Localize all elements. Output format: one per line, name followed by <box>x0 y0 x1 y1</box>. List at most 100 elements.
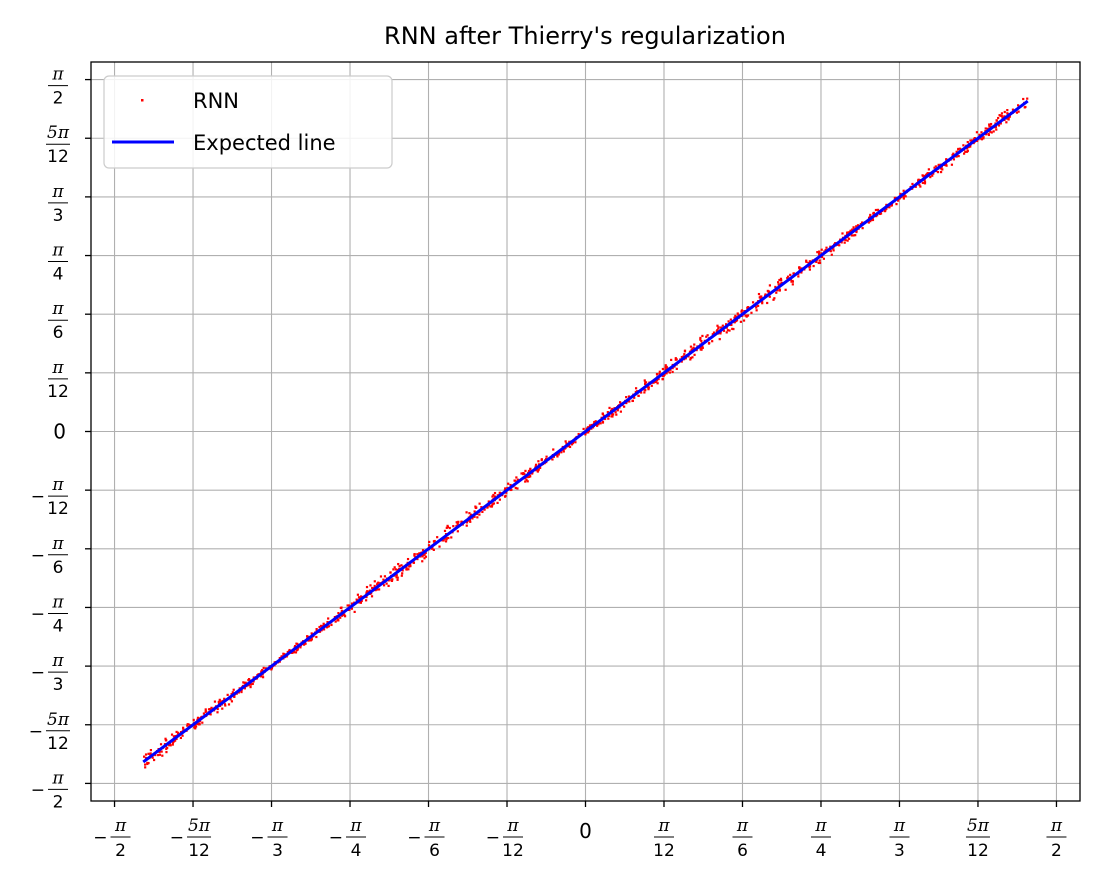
x-tick-label-numerator: 5π <box>967 816 990 836</box>
rnn-point <box>850 234 853 237</box>
rnn-point <box>339 616 342 619</box>
rnn-point <box>157 754 160 757</box>
rnn-point <box>656 382 659 385</box>
rnn-point <box>370 595 374 598</box>
rnn-point <box>322 622 325 625</box>
rnn-point <box>387 584 390 588</box>
y-tick-label-denominator: 6 <box>53 558 64 578</box>
rnn-point <box>474 506 477 509</box>
rnn-point <box>537 468 540 471</box>
rnn-point <box>599 422 602 425</box>
rnn-point <box>172 735 175 738</box>
rnn-point <box>418 552 421 555</box>
x-tick-label-denominator: 4 <box>816 841 827 861</box>
rnn-point <box>469 513 473 516</box>
y-tick-label-sign: − <box>29 722 43 742</box>
x-tick-label-numerator: π <box>893 816 906 836</box>
rnn-point <box>705 335 708 338</box>
rnn-point <box>724 323 728 326</box>
rnn-point <box>737 313 740 317</box>
rnn-point <box>816 251 819 254</box>
rnn-point <box>693 353 696 356</box>
rnn-point <box>424 555 428 558</box>
rnn-point <box>729 318 732 321</box>
rnn-point <box>201 721 204 724</box>
rnn-point <box>786 276 789 280</box>
rnn-point <box>902 194 905 197</box>
rnn-point <box>683 353 686 356</box>
rnn-point <box>817 261 820 265</box>
rnn-point <box>421 560 424 563</box>
rnn-point <box>927 168 930 171</box>
rnn-point <box>270 667 274 670</box>
rnn-point <box>841 232 844 235</box>
rnn-point <box>755 306 758 309</box>
rnn-point <box>161 754 164 757</box>
rnn-point <box>240 690 243 694</box>
rnn-point <box>988 125 991 128</box>
rnn-point <box>562 448 565 452</box>
rnn-point <box>527 469 531 473</box>
rnn-point <box>457 520 460 523</box>
rnn-point <box>395 574 398 577</box>
rnn-point <box>207 708 211 711</box>
rnn-point <box>560 451 563 454</box>
y-tick-label-numerator: π <box>51 768 64 788</box>
y-tick-label-denominator: 6 <box>53 323 64 343</box>
rnn-point <box>1006 112 1009 115</box>
rnn-point <box>400 574 403 577</box>
rnn-point <box>432 548 435 552</box>
rnn-point <box>933 166 936 169</box>
rnn-point <box>476 516 479 519</box>
rnn-point <box>405 566 408 569</box>
rnn-point <box>825 246 828 249</box>
rnn-point <box>655 379 659 382</box>
rnn-point <box>223 697 226 700</box>
rnn-point <box>936 170 940 174</box>
rnn-point <box>448 526 451 530</box>
rnn-point <box>151 756 154 759</box>
rnn-point <box>808 260 811 263</box>
rnn-point <box>456 530 459 533</box>
y-tick-label-denominator: 3 <box>53 675 64 695</box>
x-tick-label-denominator: 2 <box>1051 841 1062 861</box>
rnn-point <box>515 476 518 479</box>
y-tick-label-numerator: π <box>51 358 64 378</box>
rnn-point <box>844 238 847 242</box>
rnn-point <box>152 758 156 762</box>
rnn-point <box>556 454 559 457</box>
x-tick-label-numerator: π <box>1050 816 1063 836</box>
rnn-point <box>450 536 453 539</box>
rnn-point <box>443 529 447 532</box>
rnn-point <box>818 261 822 265</box>
rnn-point <box>373 584 376 588</box>
rnn-point <box>526 480 529 483</box>
rnn-point <box>413 554 416 557</box>
rnn-point <box>740 310 743 313</box>
y-tick-label-denominator: 4 <box>53 265 64 285</box>
x-tick-label-sign: − <box>170 828 184 848</box>
rnn-point <box>601 412 604 416</box>
rnn-point <box>469 520 472 523</box>
rnn-point <box>174 739 177 742</box>
legend-marker-rnn <box>141 99 144 102</box>
rnn-point <box>423 557 426 560</box>
rnn-point <box>683 350 687 353</box>
rnn-point <box>760 295 763 298</box>
rnn-point <box>969 145 972 148</box>
rnn-point <box>143 755 146 758</box>
rnn-point <box>726 329 729 332</box>
rnn-point <box>658 370 661 373</box>
rnn-point <box>490 504 494 507</box>
rnn-point <box>204 710 207 713</box>
rnn-point <box>751 301 755 304</box>
rnn-point <box>777 281 780 284</box>
rnn-point <box>950 163 954 166</box>
rnn-point <box>365 595 368 599</box>
rnn-point <box>491 503 494 506</box>
rnn-point <box>341 614 344 617</box>
y-tick-label-numerator: π <box>51 182 64 202</box>
rnn-point <box>144 753 148 756</box>
rnn-point <box>179 736 183 740</box>
rnn-point <box>524 480 527 483</box>
